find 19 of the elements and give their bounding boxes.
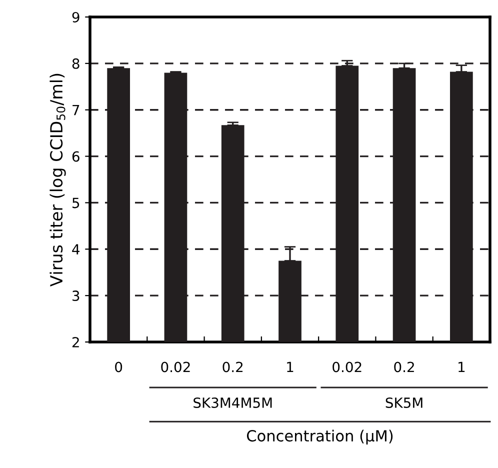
y-axis-title: Virus titer (log CCID$_{50}$/ml) [50,74,66,287]
y-tick-label: 7 [72,105,80,116]
y-tick-label: 9 [72,12,80,22]
y-tick-label: 5 [72,198,80,208]
x-tick-label: 0.02 [161,362,190,372]
x-tick-label: 0 [115,362,122,372]
x-tick-label: 0.2 [394,362,414,372]
x-tick-label: 0.2 [222,362,243,372]
x-axis-title: Concentration (μM) [246,430,393,445]
y-tick-label: 8 [72,58,80,69]
x-tick-label: 1 [458,362,465,372]
text: SK5M [386,397,422,408]
y-tick-label: 4 [72,244,80,254]
y-tick-label: 2 [72,336,79,348]
y-tick-label: 3 [72,290,80,302]
text: SK3M4M5M [194,397,272,408]
x-tick-label: 0.02 [332,362,362,372]
x-tick-label: 1 [287,362,294,372]
y-tick-label: 6 [72,151,80,162]
